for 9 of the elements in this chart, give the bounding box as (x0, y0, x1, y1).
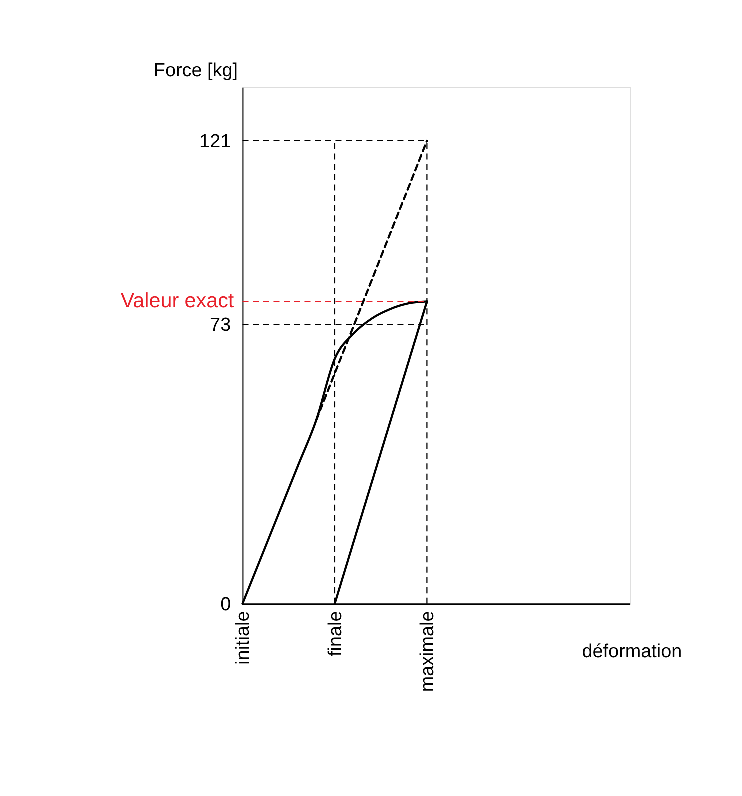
x-axis-title: déformation (582, 642, 682, 663)
x-tick-label: initiale (233, 611, 254, 665)
x-tick-label: maximale (418, 611, 439, 692)
y-axis-title: Force [kg] (154, 60, 238, 82)
ref-line-label: Valeur exact (120, 290, 234, 313)
y-tick-label: 0 (220, 594, 232, 616)
y-tick-label: 121 (200, 131, 232, 152)
y-tick-label: 73 (210, 315, 232, 336)
x-tick-label: finale (325, 611, 346, 656)
